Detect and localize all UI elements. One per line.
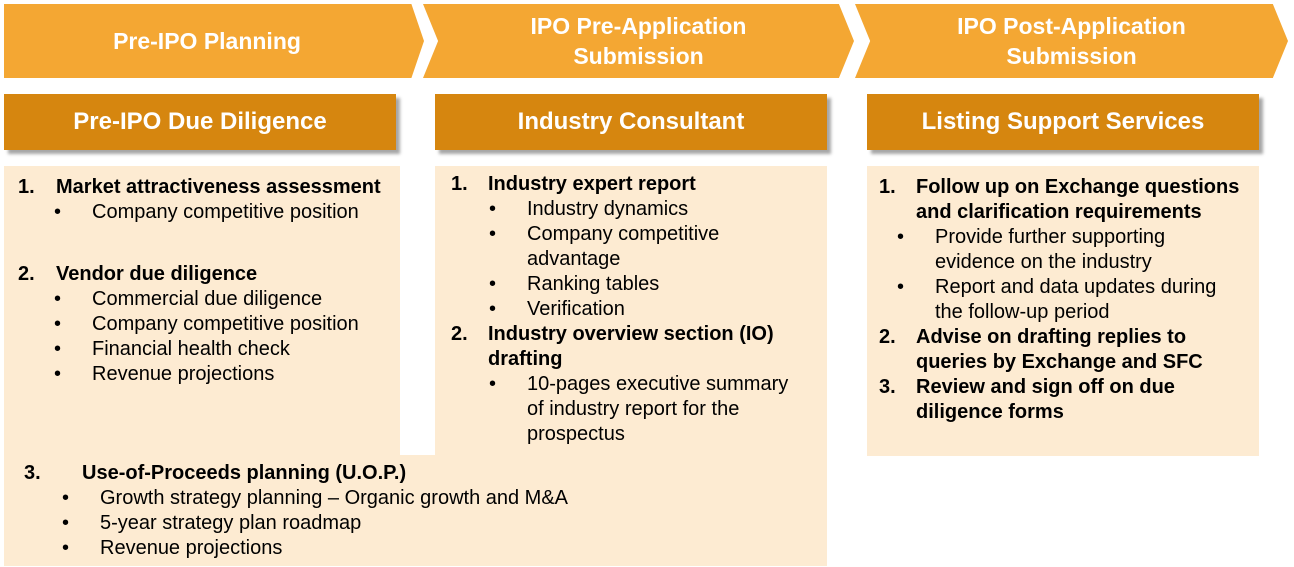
bullet-icon: • (489, 298, 497, 320)
item-number: 3. (879, 376, 896, 398)
bullet-item: • 5-year strategy plan roadmap (62, 512, 362, 534)
bullet-item: • Growth strategy planning – Organic grow… (62, 487, 569, 509)
item-title: Industry overview section (IO) drafting (488, 323, 774, 370)
panel-industry-consultant (435, 166, 827, 456)
bullet-icon: • (54, 363, 62, 385)
bullet-item: • Company competitive position (54, 201, 359, 223)
bullet-icon: • (897, 276, 905, 298)
bullet-item: • Report and data updates during the foll… (897, 276, 1217, 323)
bullet-icon: • (54, 338, 62, 360)
phase-ipo-post-application: IPO Post-Application Submission (855, 4, 1288, 78)
service-title: Listing Support Services (921, 108, 1205, 135)
bullet-item: • Verification (489, 298, 625, 320)
item-title: Advise on drafting replies to queries by… (916, 326, 1203, 373)
phase-label: IPO Pre-Application Submission (530, 13, 747, 69)
item-title: Vendor due diligence (56, 263, 258, 285)
bullet-icon: • (62, 487, 70, 509)
item-industry-expert-report: 1. Industry expert report • Industry dyna… (451, 172, 823, 322)
bullet-icon: • (489, 223, 497, 245)
bullet-icon: • (897, 226, 905, 248)
bullet-item: • Industry dynamics (489, 198, 689, 220)
bullet-item: • Revenue projections (62, 537, 283, 559)
item-title: Review and sign off on due diligence for… (916, 376, 1175, 423)
bullet-item: • Provide further supporting evidence on … (897, 226, 1166, 273)
bullet-icon: • (62, 537, 70, 559)
phase-pre-ipo-planning: Pre-IPO Planning (4, 4, 424, 78)
item-title: Market attractiveness assessment (56, 176, 381, 198)
bullet-icon: • (54, 288, 62, 310)
phase-label: IPO Post-Application Submission (957, 13, 1186, 69)
item-advise-drafting: 2. Advise on drafting replies to queries… (879, 325, 1257, 375)
item-title: Follow up on Exchange questions and clar… (916, 176, 1240, 223)
service-header-listing-support: Listing Support Services (867, 94, 1259, 150)
item-review-sign-off: 3. Review and sign off on due diligence … (879, 375, 1257, 425)
bullet-item: • Commercial due diligence (54, 288, 323, 310)
service-header-industry-consultant: Industry Consultant (435, 94, 827, 150)
phase-ipo-pre-application: IPO Pre-Application Submission (423, 4, 854, 78)
bullet-icon: • (54, 201, 62, 223)
bullet-item: • Revenue projections (54, 363, 275, 385)
bullet-item: • 10-pages executive summary of industry … (489, 373, 789, 445)
bullet-item: • Company competitive position (54, 313, 359, 335)
item-use-of-proceeds: 3. Use-of-Proceeds planning (U.O.P.) • Gr… (24, 461, 814, 561)
item-title: Industry expert report (488, 173, 696, 195)
bullet-item: • Ranking tables (489, 273, 660, 295)
panel-due-diligence (4, 166, 400, 456)
bullet-item: • Company competitive advantage (489, 223, 720, 270)
item-follow-up-exchange: 1. Follow up on Exchange questions and c… (879, 175, 1257, 325)
item-market-attractiveness: 1. Market attractiveness assessment • Com… (18, 175, 398, 225)
item-number: 3. (24, 462, 41, 484)
panel-due-diligence-extension (4, 455, 827, 566)
service-title: Industry Consultant (517, 108, 745, 135)
bullet-item: • Financial health check (54, 338, 290, 360)
service-title: Pre-IPO Due Diligence (73, 108, 327, 135)
bullet-icon: • (489, 373, 497, 395)
service-header-due-diligence: Pre-IPO Due Diligence (4, 94, 396, 150)
item-number: 1. (18, 176, 35, 198)
item-number: 2. (451, 323, 468, 345)
item-vendor-due-diligence: 2. Vendor due diligence • Commercial due … (18, 262, 398, 387)
phase-label: Pre-IPO Planning (113, 28, 301, 54)
bullet-icon: • (62, 512, 70, 534)
item-title: Use-of-Proceeds planning (U.O.P.) (82, 462, 407, 484)
item-industry-overview: 2. Industry overview section (IO) drafti… (451, 322, 823, 447)
item-number: 1. (451, 173, 468, 195)
item-number: 1. (879, 176, 896, 198)
bullet-icon: • (489, 273, 497, 295)
bullet-icon: • (489, 198, 497, 220)
item-number: 2. (879, 326, 896, 348)
bullet-icon: • (54, 313, 62, 335)
item-number: 2. (18, 263, 35, 285)
panel-listing-support (867, 166, 1259, 456)
